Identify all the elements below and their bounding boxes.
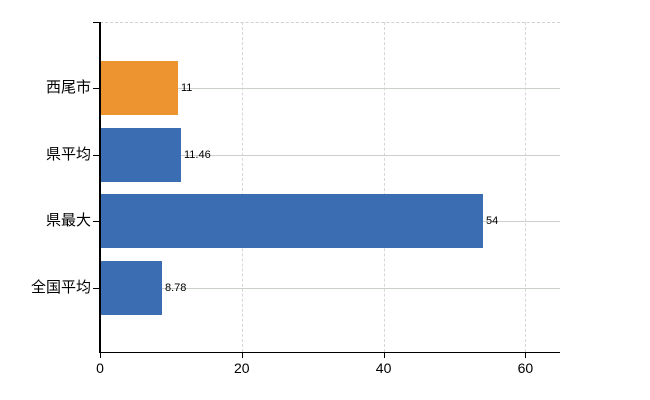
bar bbox=[101, 61, 178, 115]
category-gridline bbox=[101, 155, 560, 156]
category-label: 県最大 bbox=[45, 212, 91, 229]
y-axis-tick bbox=[93, 288, 100, 289]
x-axis-tick bbox=[241, 352, 243, 358]
bar-value-label: 11.46 bbox=[184, 149, 211, 161]
y-axis-tick bbox=[93, 155, 100, 156]
x-axis-tick bbox=[383, 352, 385, 358]
x-axis-tick-label: 40 bbox=[375, 360, 392, 376]
category-label: 全国平均 bbox=[30, 279, 91, 296]
bar-value-label: 54 bbox=[486, 215, 499, 227]
y-axis-line bbox=[99, 22, 101, 352]
y-axis-tick bbox=[93, 88, 100, 89]
category-gridline bbox=[101, 288, 560, 289]
bar-value-label: 8.78 bbox=[165, 282, 187, 294]
x-axis-line bbox=[99, 352, 560, 353]
x-axis-tick-label: 60 bbox=[517, 360, 534, 376]
y-axis-end-tick bbox=[93, 22, 100, 23]
bar bbox=[101, 128, 181, 182]
category-label: 県平均 bbox=[45, 146, 91, 163]
vertical-gridline bbox=[525, 22, 527, 352]
bar bbox=[101, 194, 483, 248]
category-label: 西尾市 bbox=[45, 79, 91, 96]
y-axis-tick bbox=[93, 221, 100, 222]
plot-top-border-line bbox=[100, 22, 560, 23]
x-axis-tick bbox=[525, 352, 527, 358]
vertical-gridline bbox=[383, 22, 385, 352]
category-gridline bbox=[101, 88, 560, 89]
bar-value-label: 11 bbox=[181, 82, 193, 94]
x-axis-tick bbox=[100, 352, 101, 358]
x-axis-tick-label: 0 bbox=[96, 360, 104, 376]
bar bbox=[101, 261, 162, 315]
x-axis-tick-label: 20 bbox=[234, 360, 250, 376]
vertical-gridline bbox=[241, 22, 243, 352]
